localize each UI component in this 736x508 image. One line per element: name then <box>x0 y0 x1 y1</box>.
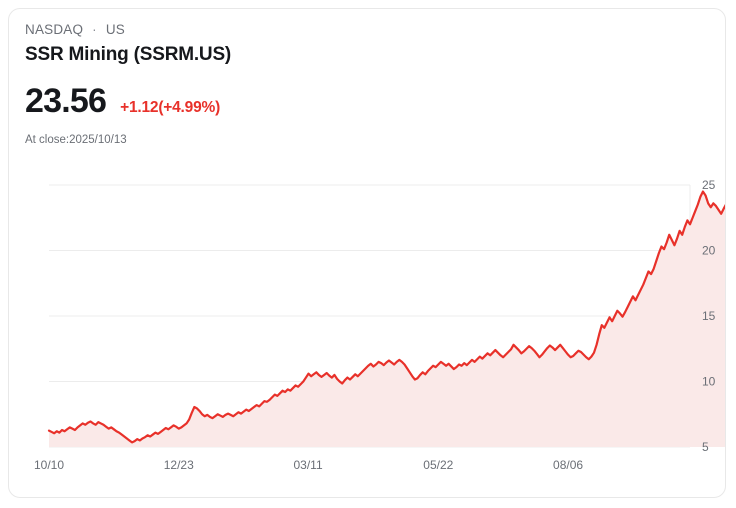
y-axis-tick-label: 10 <box>702 375 716 389</box>
market-status-note: At close:2025/10/13 <box>25 134 127 146</box>
page-title: SSR Mining (SSRM.US) <box>25 44 232 65</box>
price-change: +1.12(+4.99%) <box>120 99 221 116</box>
exchange-row: NASDAQ · US <box>25 21 625 39</box>
x-axis-tick-label: 12/23 <box>164 458 194 472</box>
y-axis-tick-label: 15 <box>702 309 716 323</box>
price-area-fill <box>49 191 725 447</box>
price-row: 23.56 +1.12(+4.99%) <box>25 82 625 120</box>
stock-quote-card: NASDAQ · US SSR Mining (SSRM.US) 23.56 +… <box>8 8 726 498</box>
x-axis-tick-label: 05/22 <box>423 458 453 472</box>
region-label: US <box>105 22 125 37</box>
y-axis-tick-label: 5 <box>702 440 709 454</box>
quote-header: NASDAQ · US SSR Mining (SSRM.US) 23.56 +… <box>25 21 625 148</box>
x-axis-labels: 10/10 12/23 03/11 05/22 08/06 <box>34 458 583 472</box>
price-chart[interactable]: 5 10 15 20 25 10/10 12/23 03/11 05/22 08/06 <box>9 161 725 486</box>
exchange-name: NASDAQ <box>25 22 84 37</box>
price-chart-svg[interactable]: 5 10 15 20 25 10/10 12/23 03/11 05/22 08/06 <box>9 161 725 486</box>
x-axis-tick-label: 03/11 <box>294 458 323 472</box>
x-axis-tick-label: 10/10 <box>34 458 64 472</box>
y-axis-labels: 5 10 15 20 25 <box>702 178 716 454</box>
price-line <box>47 190 725 444</box>
exchange-separator: · <box>92 22 97 37</box>
y-axis-tick-label: 20 <box>702 244 716 258</box>
current-price: 23.56 <box>25 82 107 120</box>
x-axis-tick-label: 08/06 <box>553 458 583 472</box>
y-axis-tick-label: 25 <box>702 178 716 192</box>
